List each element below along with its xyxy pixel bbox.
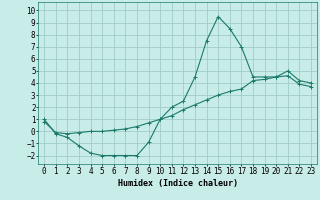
X-axis label: Humidex (Indice chaleur): Humidex (Indice chaleur) [118,179,238,188]
